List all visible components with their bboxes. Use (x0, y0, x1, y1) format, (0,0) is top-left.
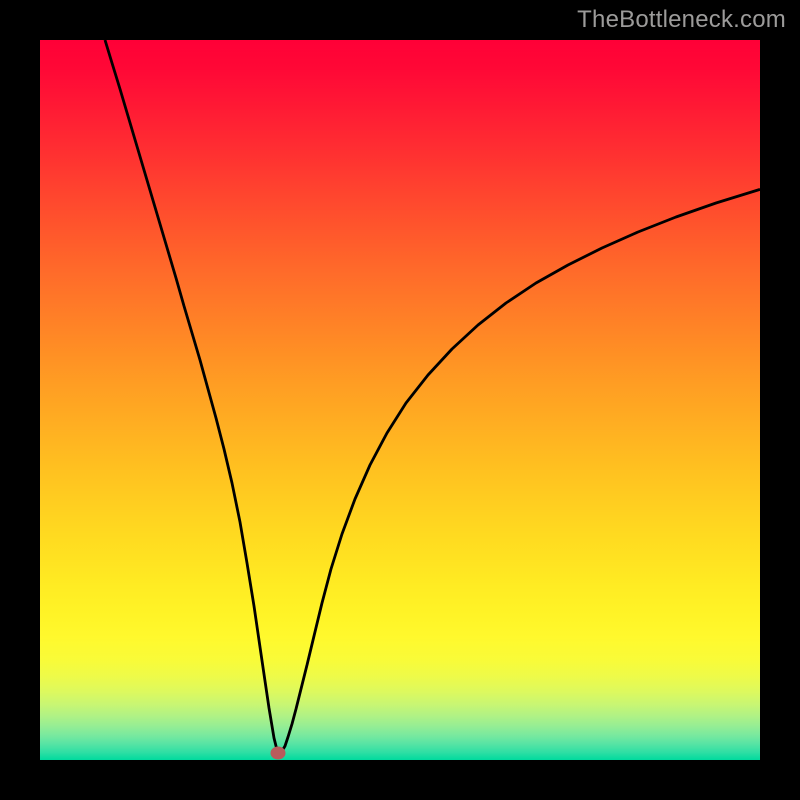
plot-area (40, 40, 760, 760)
watermark-label: TheBottleneck.com (577, 6, 786, 34)
chart-container: TheBottleneck.com (0, 0, 800, 800)
curve-marker (271, 747, 285, 759)
gradient-background (40, 40, 760, 760)
plot-svg (40, 40, 760, 760)
